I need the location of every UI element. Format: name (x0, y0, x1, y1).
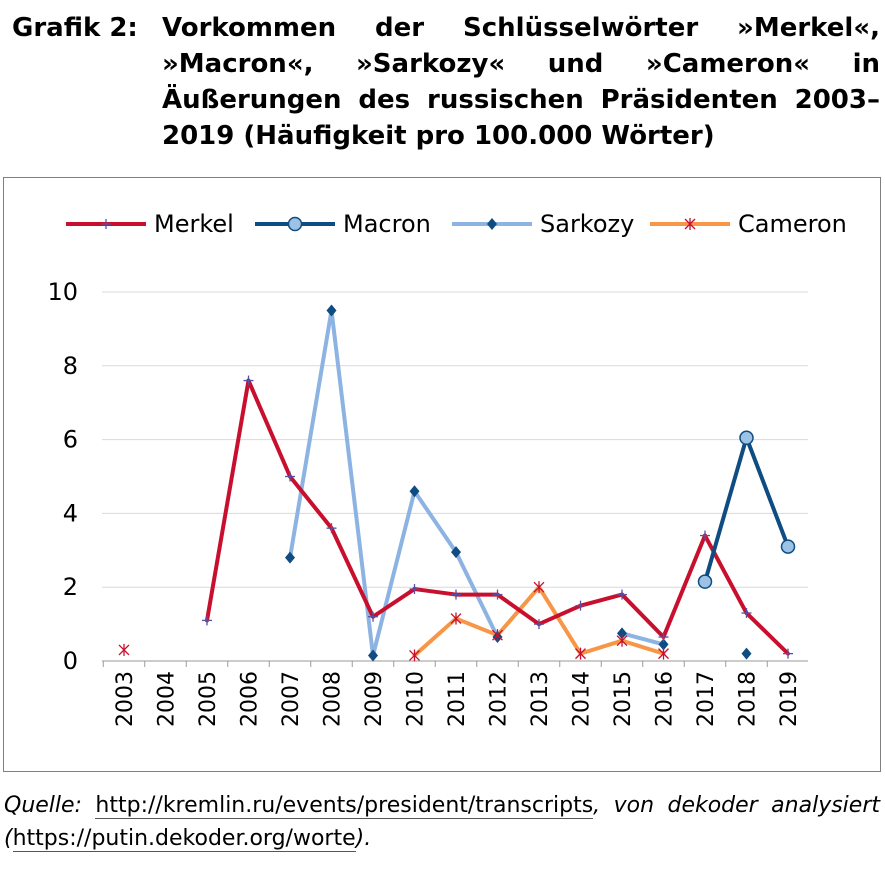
macron-point (697, 574, 713, 589)
x-tick-label: 2017 (694, 671, 719, 727)
macron-point (739, 430, 754, 446)
merkel-line-segment (288, 474, 334, 531)
x-tick-label: 2011 (445, 671, 470, 727)
source-link-dekoder[interactable]: https://putin.dekoder.org/worte (12, 826, 356, 852)
cameron-point (658, 647, 669, 660)
sarkozy-point (741, 647, 752, 660)
caption-label: Grafik 2: (12, 13, 138, 43)
source-middle: , von dekoder analysiert ( (4, 793, 880, 851)
x-tick-label: 2015 (611, 671, 636, 727)
merkel-line-segment (329, 526, 375, 619)
cameron-point (450, 612, 462, 625)
sarkozy-line-segment (371, 489, 417, 658)
sarkozy-line-segment (288, 308, 334, 560)
source-note: Quelle: http://kremlin.ru/events/preside… (4, 789, 880, 855)
sarkozy-point (451, 546, 461, 559)
cameron-line-segment (454, 616, 500, 638)
y-tick-label: 10 (47, 278, 78, 306)
cameron-point (533, 581, 545, 594)
merkel-point (700, 530, 710, 541)
macron-point (780, 539, 796, 554)
merkel-line-segment (578, 592, 624, 608)
y-tick-label: 8 (63, 352, 78, 380)
merkel-line-segment (620, 592, 666, 640)
x-tick-label: 2004 (155, 671, 180, 727)
x-tick-label: 2006 (238, 671, 263, 727)
merkel-point (202, 615, 212, 626)
chart-frame (3, 177, 881, 772)
legend-label-cameron: Cameron (738, 210, 847, 238)
merkel-point (492, 589, 503, 600)
x-tick-label: 2012 (487, 671, 512, 727)
x-tick-label: 2003 (113, 671, 138, 727)
sarkozy-point (409, 485, 420, 498)
y-tick-label: 4 (63, 499, 78, 527)
legend-label-sarkozy: Sarkozy (540, 210, 634, 238)
x-tick-label: 2008 (321, 671, 346, 727)
legend-label-merkel: Merkel (154, 210, 234, 238)
merkel-line-segment (495, 592, 541, 627)
x-tick-label: 2013 (528, 671, 553, 727)
macron-line-segment (703, 435, 749, 584)
x-tick-label: 2019 (777, 671, 802, 727)
source-prefix: Quelle: (4, 793, 82, 818)
merkel-point (285, 471, 295, 482)
cameron-point (492, 629, 503, 642)
cameron-point (409, 649, 420, 662)
merkel-point (534, 619, 544, 630)
x-tick-label: 2007 (279, 671, 304, 727)
cameron-line-segment (578, 638, 624, 656)
cameron-point (616, 634, 628, 647)
merkel-line-segment (661, 533, 707, 640)
x-tick-label: 2005 (196, 671, 221, 727)
merkel-point (451, 589, 461, 600)
merkel-point (783, 648, 793, 659)
y-tick-label: 0 (63, 647, 78, 675)
merkel-point (575, 600, 586, 611)
sarkozy-point (617, 627, 627, 640)
merkel-point (617, 589, 627, 600)
merkel-line-segment (744, 611, 790, 656)
x-tick-label: 2010 (404, 671, 429, 727)
x-tick-label: 2016 (653, 671, 678, 727)
sarkozy-point (285, 551, 295, 564)
x-tick-label: 2009 (362, 671, 387, 727)
sarkozy-point (658, 638, 669, 651)
merkel-line-segment (205, 378, 251, 623)
legend-sarkozy-point (487, 218, 497, 230)
legend-merkel-point (101, 219, 111, 229)
merkel-line-segment (371, 587, 417, 619)
merkel-point (326, 523, 337, 534)
cameron-line-segment (412, 616, 458, 658)
cameron-point (575, 647, 586, 660)
x-tick-label: 2014 (570, 671, 595, 727)
cameron-point (118, 643, 130, 656)
sarkozy-line-segment (412, 489, 458, 555)
legend-label-macron: Macron (343, 210, 431, 238)
sarkozy-point (368, 649, 378, 662)
x-tick-label: 2018 (736, 671, 761, 727)
sarkozy-point (326, 304, 337, 317)
merkel-point (243, 375, 254, 386)
merkel-point (741, 608, 752, 619)
merkel-point (368, 611, 378, 622)
cameron-line-segment (620, 638, 666, 656)
y-tick-label: 6 (63, 426, 78, 454)
macron-line-segment (744, 435, 790, 549)
merkel-line-segment (246, 378, 292, 479)
merkel-line-segment (537, 603, 583, 627)
merkel-line-segment (703, 533, 749, 616)
caption-title: Vorkommen der Schlüsselwörter »Merkel«, … (162, 13, 880, 151)
merkel-point (409, 584, 420, 595)
cameron-line-segment (537, 585, 583, 656)
y-tick-label: 2 (63, 573, 78, 601)
merkel-line-segment (412, 587, 458, 597)
sarkozy-line-segment (620, 631, 666, 647)
legend-macron-point (287, 216, 303, 232)
source-link-kremlin[interactable]: http://kremlin.ru/events/president/trans… (95, 793, 594, 819)
source-suffix: ). (355, 826, 372, 851)
merkel-point (658, 632, 669, 643)
legend-cameron-point (684, 218, 696, 230)
